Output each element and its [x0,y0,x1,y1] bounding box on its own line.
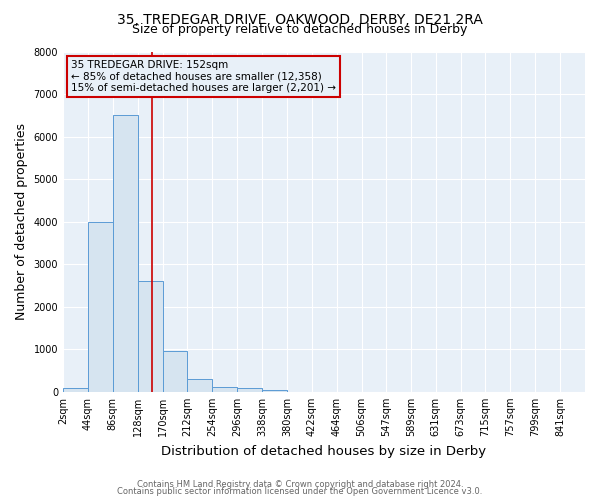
Bar [88,222,113,392]
Bar [137,281,163,392]
Y-axis label: Number of detached properties: Number of detached properties [15,123,28,320]
X-axis label: Distribution of detached houses by size in Derby: Distribution of detached houses by size … [161,444,487,458]
Bar [262,390,287,392]
Text: 35 TREDEGAR DRIVE: 152sqm
← 85% of detached houses are smaller (12,358)
15% of s: 35 TREDEGAR DRIVE: 152sqm ← 85% of detac… [71,60,336,93]
Bar [63,388,88,392]
Bar [237,388,262,392]
Text: Contains public sector information licensed under the Open Government Licence v3: Contains public sector information licen… [118,487,482,496]
Text: Contains HM Land Registry data © Crown copyright and database right 2024.: Contains HM Land Registry data © Crown c… [137,480,463,489]
Bar [187,379,212,392]
Text: 35, TREDEGAR DRIVE, OAKWOOD, DERBY, DE21 2RA: 35, TREDEGAR DRIVE, OAKWOOD, DERBY, DE21… [117,12,483,26]
Bar [163,352,187,392]
Text: Size of property relative to detached houses in Derby: Size of property relative to detached ho… [133,22,467,36]
Bar [113,116,137,392]
Bar [212,386,237,392]
